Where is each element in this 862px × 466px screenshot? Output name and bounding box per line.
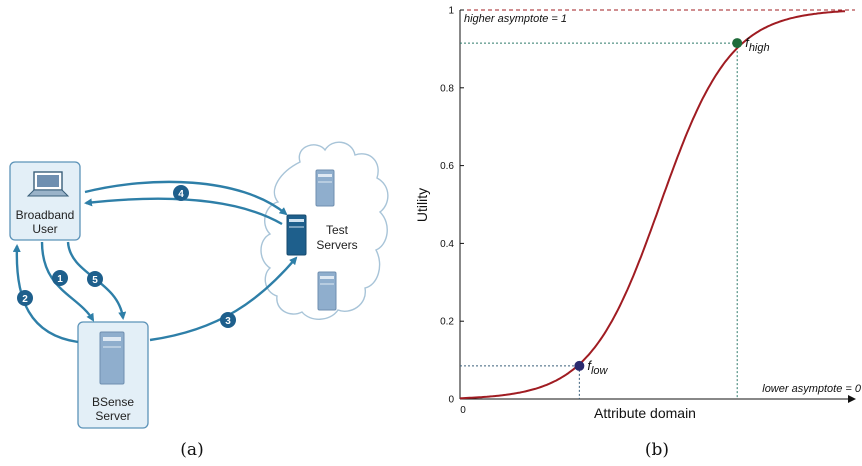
test-servers-label-2: Servers: [316, 238, 357, 252]
step-marker-3: 3: [220, 312, 236, 328]
x-tick-0: 0: [460, 405, 466, 416]
step-marker-1: 1: [52, 270, 68, 286]
f-high-point: [732, 38, 743, 49]
test-servers-label-1: Test: [326, 223, 349, 237]
svg-text:1: 1: [57, 274, 63, 285]
test-server-bottom-icon: [317, 271, 337, 311]
network-diagram: Test Servers Broadband User BSense Serve…: [9, 141, 389, 460]
caption-b: (b): [645, 440, 669, 460]
laptop-icon: [26, 171, 70, 197]
y-axis-title: Utility: [414, 188, 430, 222]
test-server-top-icon: [315, 169, 335, 207]
step-marker-4: 4: [173, 185, 189, 201]
arrow-step-4-out: [84, 180, 288, 216]
step-marker-2: 2: [17, 290, 33, 306]
y-tick-label: 0.6: [440, 161, 454, 172]
arrow-step-4-back: [84, 197, 283, 226]
svg-text:5: 5: [92, 275, 98, 286]
arrow-step-2: [12, 244, 79, 344]
utility-chart: 0 0.2 0.4 0.6 0.8 1 flow fhigh higher asympto…: [414, 6, 862, 461]
utility-curve: [460, 10, 846, 400]
bsense-server-label-1: BSense: [92, 395, 134, 409]
x-axis-title: Attribute domain: [594, 405, 696, 421]
step-marker-5: 5: [87, 271, 103, 287]
y-tick-label: 1: [448, 6, 454, 17]
caption-a: (a): [180, 440, 203, 460]
f-low-label: flow: [587, 358, 608, 377]
svg-text:3: 3: [225, 316, 231, 327]
higher-asymptote-label: higher asymptote = 1: [464, 13, 567, 25]
bsense-server-label-2: Server: [95, 409, 130, 423]
lower-asymptote-label: lower asymptote = 0: [762, 383, 862, 395]
y-tick-label: 0.4: [440, 239, 454, 250]
test-server-active-icon: [286, 214, 307, 256]
y-tick-label: 0: [448, 395, 454, 406]
y-ticks: 0 0.2 0.4 0.6 0.8 1: [440, 6, 464, 406]
bsense-server-icon: [99, 331, 125, 385]
y-tick-label: 0.2: [440, 317, 454, 328]
broadband-user-label-1: Broadband: [16, 208, 75, 222]
arrow-step-3: [149, 256, 298, 342]
f-low-point: [574, 360, 585, 371]
y-tick-label: 0.8: [440, 83, 454, 94]
f-high-label: fhigh: [745, 35, 769, 54]
broadband-user-label-2: User: [32, 222, 57, 236]
svg-text:4: 4: [178, 189, 184, 200]
test-servers-cloud: [260, 141, 389, 320]
svg-text:2: 2: [22, 294, 28, 305]
arrow-step-1: [40, 241, 95, 322]
